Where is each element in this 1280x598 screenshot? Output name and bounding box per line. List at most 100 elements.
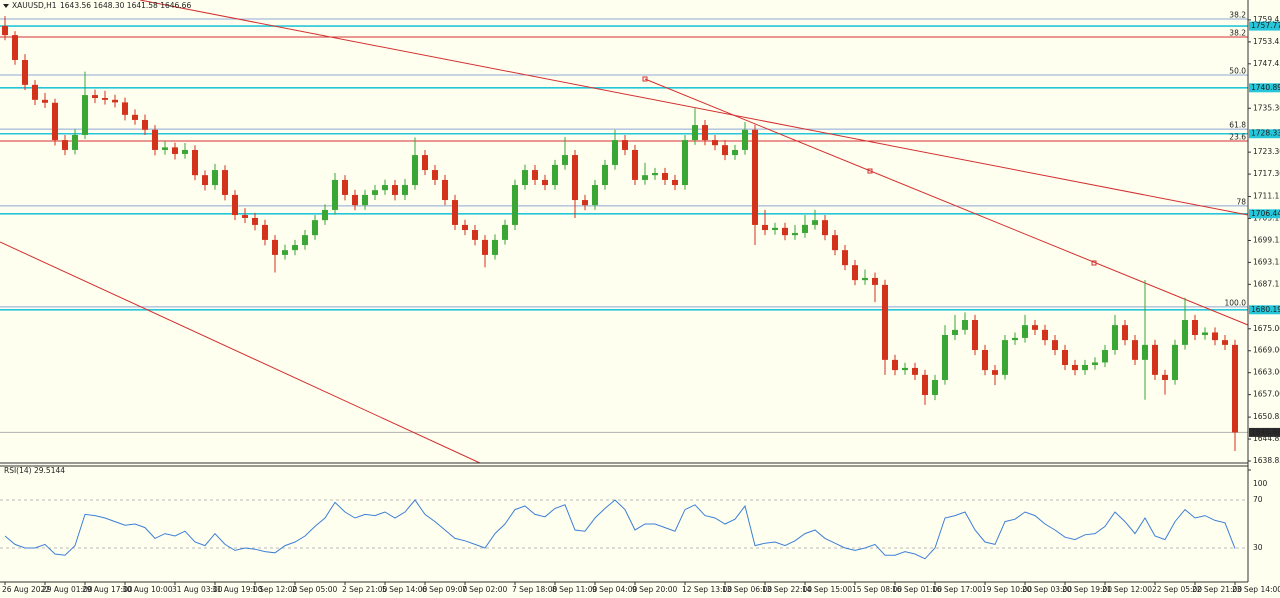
candle-body — [82, 95, 88, 135]
candle-body — [262, 224, 268, 240]
anchor-point — [1091, 260, 1097, 266]
x-tick-label: 22 Sep 05:00 — [1152, 585, 1202, 594]
candle-body — [762, 224, 768, 231]
candle-body — [1182, 320, 1188, 345]
candle-body — [432, 170, 438, 180]
candle-body — [592, 185, 598, 206]
price-tag-label: 1728.33 — [1251, 129, 1280, 138]
anchor-point — [642, 76, 648, 82]
price-tag-label: 1646.66 — [1251, 427, 1280, 436]
price-tag-label: 1706.44 — [1251, 209, 1280, 218]
candle-body — [652, 172, 658, 176]
candle-body — [882, 284, 888, 360]
candle-body — [152, 129, 158, 150]
y-tick-label: 1669.00 — [1253, 346, 1280, 355]
candle-body — [702, 125, 708, 141]
candle-body — [332, 179, 338, 210]
x-tick-label: 26 Aug 2022 — [2, 585, 50, 594]
candle-body — [32, 84, 38, 100]
candle-body — [112, 99, 118, 103]
x-tick-label: 7 Sep 02:00 — [462, 585, 508, 594]
candle-body — [372, 190, 378, 195]
trend-line — [644, 78, 1249, 326]
candle-body — [982, 349, 988, 371]
candle-body — [732, 149, 738, 156]
x-tick-label: 13 Sep 06:00 — [722, 585, 772, 594]
candle-body — [42, 99, 48, 103]
x-tick-label: 20 Sep 03:00 — [1022, 585, 1072, 594]
candle-body — [612, 140, 618, 165]
x-tick-label: 5 Sep 14:00 — [382, 585, 428, 594]
price-tag — [1249, 209, 1280, 219]
candle-body — [442, 179, 448, 201]
candle-body — [532, 170, 538, 180]
candle-body — [472, 230, 478, 240]
candle-body — [322, 209, 328, 221]
candle-body — [122, 102, 128, 115]
candle-body — [922, 374, 928, 395]
x-tick-label: 16 Sep 01:00 — [892, 585, 942, 594]
y-tick-label: 100 — [1253, 479, 1268, 488]
candle-body — [1052, 340, 1058, 350]
price-tag — [1249, 305, 1280, 315]
candle-body — [682, 140, 688, 186]
candle-body — [1072, 364, 1078, 371]
marks-layer — [2, 16, 1238, 560]
y-tick-label: 1723.30 — [1253, 147, 1280, 156]
x-tick-label: 7 Sep 18:00 — [512, 585, 558, 594]
y-tick-label: 1675.00 — [1253, 324, 1280, 333]
x-tick-label: 31 Aug 19:00 — [212, 585, 263, 594]
candle-body — [862, 277, 868, 281]
y-tick-label: 1657.00 — [1253, 390, 1280, 399]
candle-body — [962, 320, 968, 330]
level-label: 23.6 — [1229, 132, 1246, 141]
candle-body — [1082, 364, 1088, 371]
candle-body — [342, 179, 348, 195]
candle-body — [392, 185, 398, 195]
candle-body — [1002, 340, 1008, 375]
x-tick-label: 22 Sep 21:00 — [1192, 585, 1242, 594]
candle-body — [712, 140, 718, 146]
candle-body — [1132, 340, 1138, 360]
y-tick-label: 1753.45 — [1253, 37, 1280, 46]
candle-body — [622, 140, 628, 150]
y-tick-label: 1699.15 — [1253, 235, 1280, 244]
candle-body — [752, 129, 758, 225]
candle-body — [1032, 325, 1038, 330]
y-tick-label: 1650.85 — [1253, 412, 1280, 421]
y-tick-label: 1711.15 — [1253, 192, 1280, 201]
candle-body — [742, 129, 748, 150]
candle-body — [222, 170, 228, 195]
candle-body — [932, 379, 938, 395]
x-tick-label: 23 Sep 14:00 — [1232, 585, 1280, 594]
candle-body — [402, 185, 408, 195]
candle-body — [482, 239, 488, 255]
price-tag — [1249, 427, 1280, 437]
candle-body — [192, 149, 198, 176]
candle-body — [782, 227, 788, 236]
candle-body — [722, 145, 728, 156]
candle-body — [522, 170, 528, 186]
menu-arrow[interactable] — [3, 4, 9, 8]
x-tick-label: 9 Sep 20:00 — [632, 585, 678, 594]
candle-body — [672, 179, 678, 186]
candle-body — [202, 175, 208, 186]
candle-body — [642, 175, 648, 180]
candle-body — [102, 98, 108, 100]
x-tick-label: 14 Sep 15:00 — [802, 585, 852, 594]
y-tick-label: 1717.30 — [1253, 169, 1280, 178]
candle-body — [12, 35, 18, 60]
rsi-line — [4, 499, 1236, 560]
x-tick-label: 16 Sep 17:00 — [932, 585, 982, 594]
candle-body — [912, 367, 918, 375]
price-tag-label: 1740.89 — [1251, 83, 1280, 92]
candle-body — [52, 102, 58, 141]
candle-body — [242, 215, 248, 218]
candle-body — [972, 320, 978, 350]
level-label: 61.8 — [1229, 121, 1246, 130]
candle-body — [1122, 325, 1128, 341]
candle-body — [1162, 374, 1168, 380]
candle-body — [512, 185, 518, 225]
candle-body — [232, 194, 238, 216]
y-tick-label: 1687.15 — [1253, 279, 1280, 288]
